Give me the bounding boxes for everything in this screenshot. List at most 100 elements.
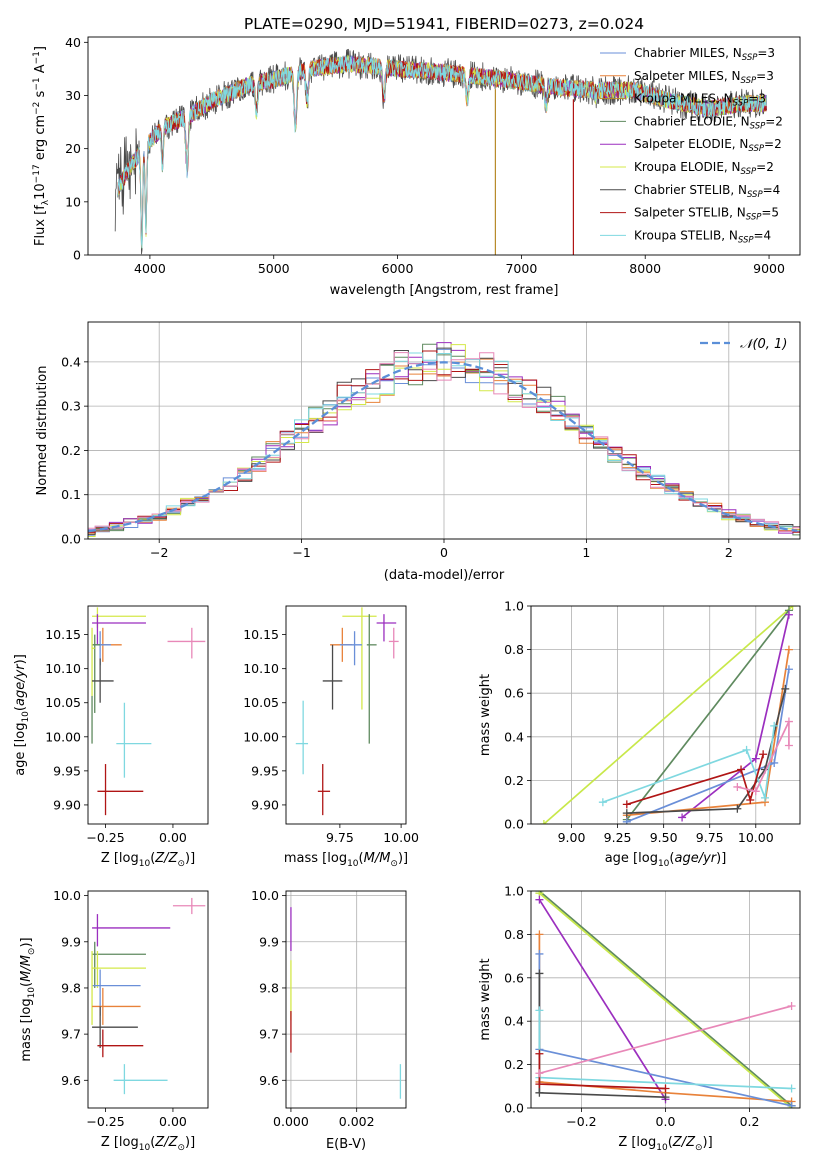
- label-part: −17: [32, 164, 42, 183]
- panel-mass-vs-ebv: 0.000 0.002 9.6 9.7 9.8 9.9 10.0 E(B-V): [251, 888, 407, 1152]
- x-tick-label: −0.25: [86, 830, 124, 845]
- mass-weight-line: [543, 606, 794, 824]
- legend-entry: 𝒩(0, 1): [740, 337, 787, 352]
- mass-weight-line: [737, 721, 790, 793]
- errorbar-point: [92, 634, 101, 713]
- y-tick-label: 1.0: [504, 599, 524, 614]
- label-part: ⊙: [27, 948, 37, 956]
- legend-subscript: SSP: [738, 235, 754, 245]
- errorbar-point: [376, 614, 397, 642]
- mass-weight-line: [626, 609, 790, 821]
- legend-tail: =3: [748, 92, 766, 106]
- label-part: 10: [656, 1143, 668, 1153]
- label-part: mass [log: [19, 998, 34, 1061]
- mass-weight-marker: [781, 684, 790, 693]
- label-part: λ: [41, 199, 51, 205]
- y-tick-label: 0.4: [504, 1014, 524, 1029]
- plot-area: [114, 48, 767, 255]
- label-part: Z [log: [101, 1135, 139, 1150]
- label-part: Flux [f: [33, 205, 48, 246]
- mass-weight-marker: [535, 895, 544, 904]
- histogram-series: [88, 352, 800, 532]
- panel-massweight-vs-age: 9.00 9.25 9.50 9.75 10.00 0.0 0.2 0.4 0.6 0.8 1.0 m…: [478, 599, 801, 869]
- legend-subscript: SSP: [746, 213, 762, 223]
- label-part: M/M: [19, 955, 34, 982]
- mass-weight-marker: [535, 1080, 544, 1089]
- grid: [286, 891, 406, 1108]
- legend-label: Chabrier MILES, N: [634, 46, 742, 60]
- y-tick-label: 9.90: [251, 797, 279, 812]
- y-tick-label: 0.4: [504, 729, 524, 744]
- mass-weight-marker: [535, 1006, 544, 1015]
- legend-tail: =2: [764, 137, 782, 151]
- legend-subscript: SSP: [741, 167, 757, 177]
- label-part: (: [359, 851, 364, 866]
- mass-weight-marker: [737, 765, 746, 774]
- panel-residuals: −2 −1 0 1 2 0.0 0.1 0.2 0.3 0.4 𝒩(0, 1) (data-model…: [35, 321, 801, 583]
- y-tick-label: 9.90: [53, 797, 81, 812]
- label-part: )]: [703, 1135, 713, 1150]
- spectrum-line: [117, 55, 767, 237]
- mass-weight-series: [622, 684, 790, 818]
- legend-tail: =2: [765, 114, 783, 128]
- x-axis-label: Z [log10(Z/Z⊙)]: [101, 851, 195, 869]
- label-part: (: [19, 982, 34, 987]
- x-axis-label: Z [log10(Z/Z⊙)]: [101, 1135, 195, 1153]
- x-axis-label: Z [log10(Z/Z⊙)]: [618, 1135, 712, 1153]
- plot-area: [91, 607, 206, 816]
- label-part: Z [log: [101, 851, 139, 866]
- errorbar-point: [167, 627, 206, 659]
- mass-weight-marker: [622, 817, 631, 824]
- legend-subscript: SSP: [733, 99, 749, 109]
- x-tick-label: 0.2: [740, 1114, 760, 1129]
- label-part: age [log: [605, 851, 658, 866]
- legend-entry: Kroupa MILES, NSSP=3: [634, 92, 766, 109]
- mass-weight-marker: [733, 782, 742, 791]
- mass-weight-marker: [535, 1069, 544, 1078]
- y-tick-label: 20: [65, 141, 81, 156]
- y-axis-label: mass weight: [478, 958, 493, 1040]
- label-part: (: [668, 1135, 673, 1150]
- y-tick-label: 10.0: [251, 888, 279, 903]
- mass-weight-marker: [784, 610, 793, 619]
- x-axis-label: mass [log10(M/M⊙)]: [284, 851, 408, 869]
- y-tick-label: 0.0: [504, 1101, 524, 1116]
- y-tick-label: 9.95: [53, 763, 81, 778]
- errorbar-point: [366, 614, 377, 744]
- errorbar-point: [317, 764, 331, 816]
- errorbar-point: [92, 914, 171, 947]
- label-part: )]: [398, 851, 408, 866]
- errorbar-point: [113, 1064, 168, 1095]
- y-tick-label: 9.9: [61, 934, 81, 949]
- y-tick-label: 0: [73, 248, 81, 263]
- label-part: )]: [13, 654, 28, 664]
- mass-weight-marker: [787, 1002, 796, 1011]
- y-tick-label: 0.2: [61, 443, 81, 458]
- y-tick-label: 9.8: [259, 980, 279, 995]
- x-tick-label: 9000: [753, 261, 785, 276]
- panel-mass-vs-Z: −0.25 0.009.69.79.89.910.0Z [log10(Z/Z⊙)]…: [19, 888, 209, 1153]
- mass-weight-line: [626, 753, 765, 806]
- mass-weight-series: [535, 1049, 670, 1093]
- y-axis-label: Normed distribution: [35, 366, 50, 496]
- plot-area: [535, 891, 796, 1108]
- normal-distribution-curve: [88, 361, 798, 533]
- legend-label: Chabrier ELODIE, N: [634, 114, 750, 128]
- y-tick-label: 0.6: [504, 970, 524, 985]
- label-part: ]: [33, 46, 48, 51]
- errorbar-point: [92, 607, 146, 628]
- x-tick-label: 4000: [134, 261, 166, 276]
- y-tick-label: 10: [65, 194, 81, 209]
- y-tick-label: 0.6: [504, 686, 524, 701]
- label-part: mass [log: [284, 851, 347, 866]
- x-tick-label: 9.75: [326, 830, 354, 845]
- plot-area: [295, 607, 399, 816]
- mass-weight-line: [538, 892, 793, 1108]
- mass-weight-marker: [535, 969, 544, 978]
- errorbar-point: [92, 1006, 138, 1048]
- label-part: s: [33, 90, 48, 101]
- errorbar-point: [322, 644, 343, 710]
- x-tick-label: 0.000: [273, 1114, 309, 1129]
